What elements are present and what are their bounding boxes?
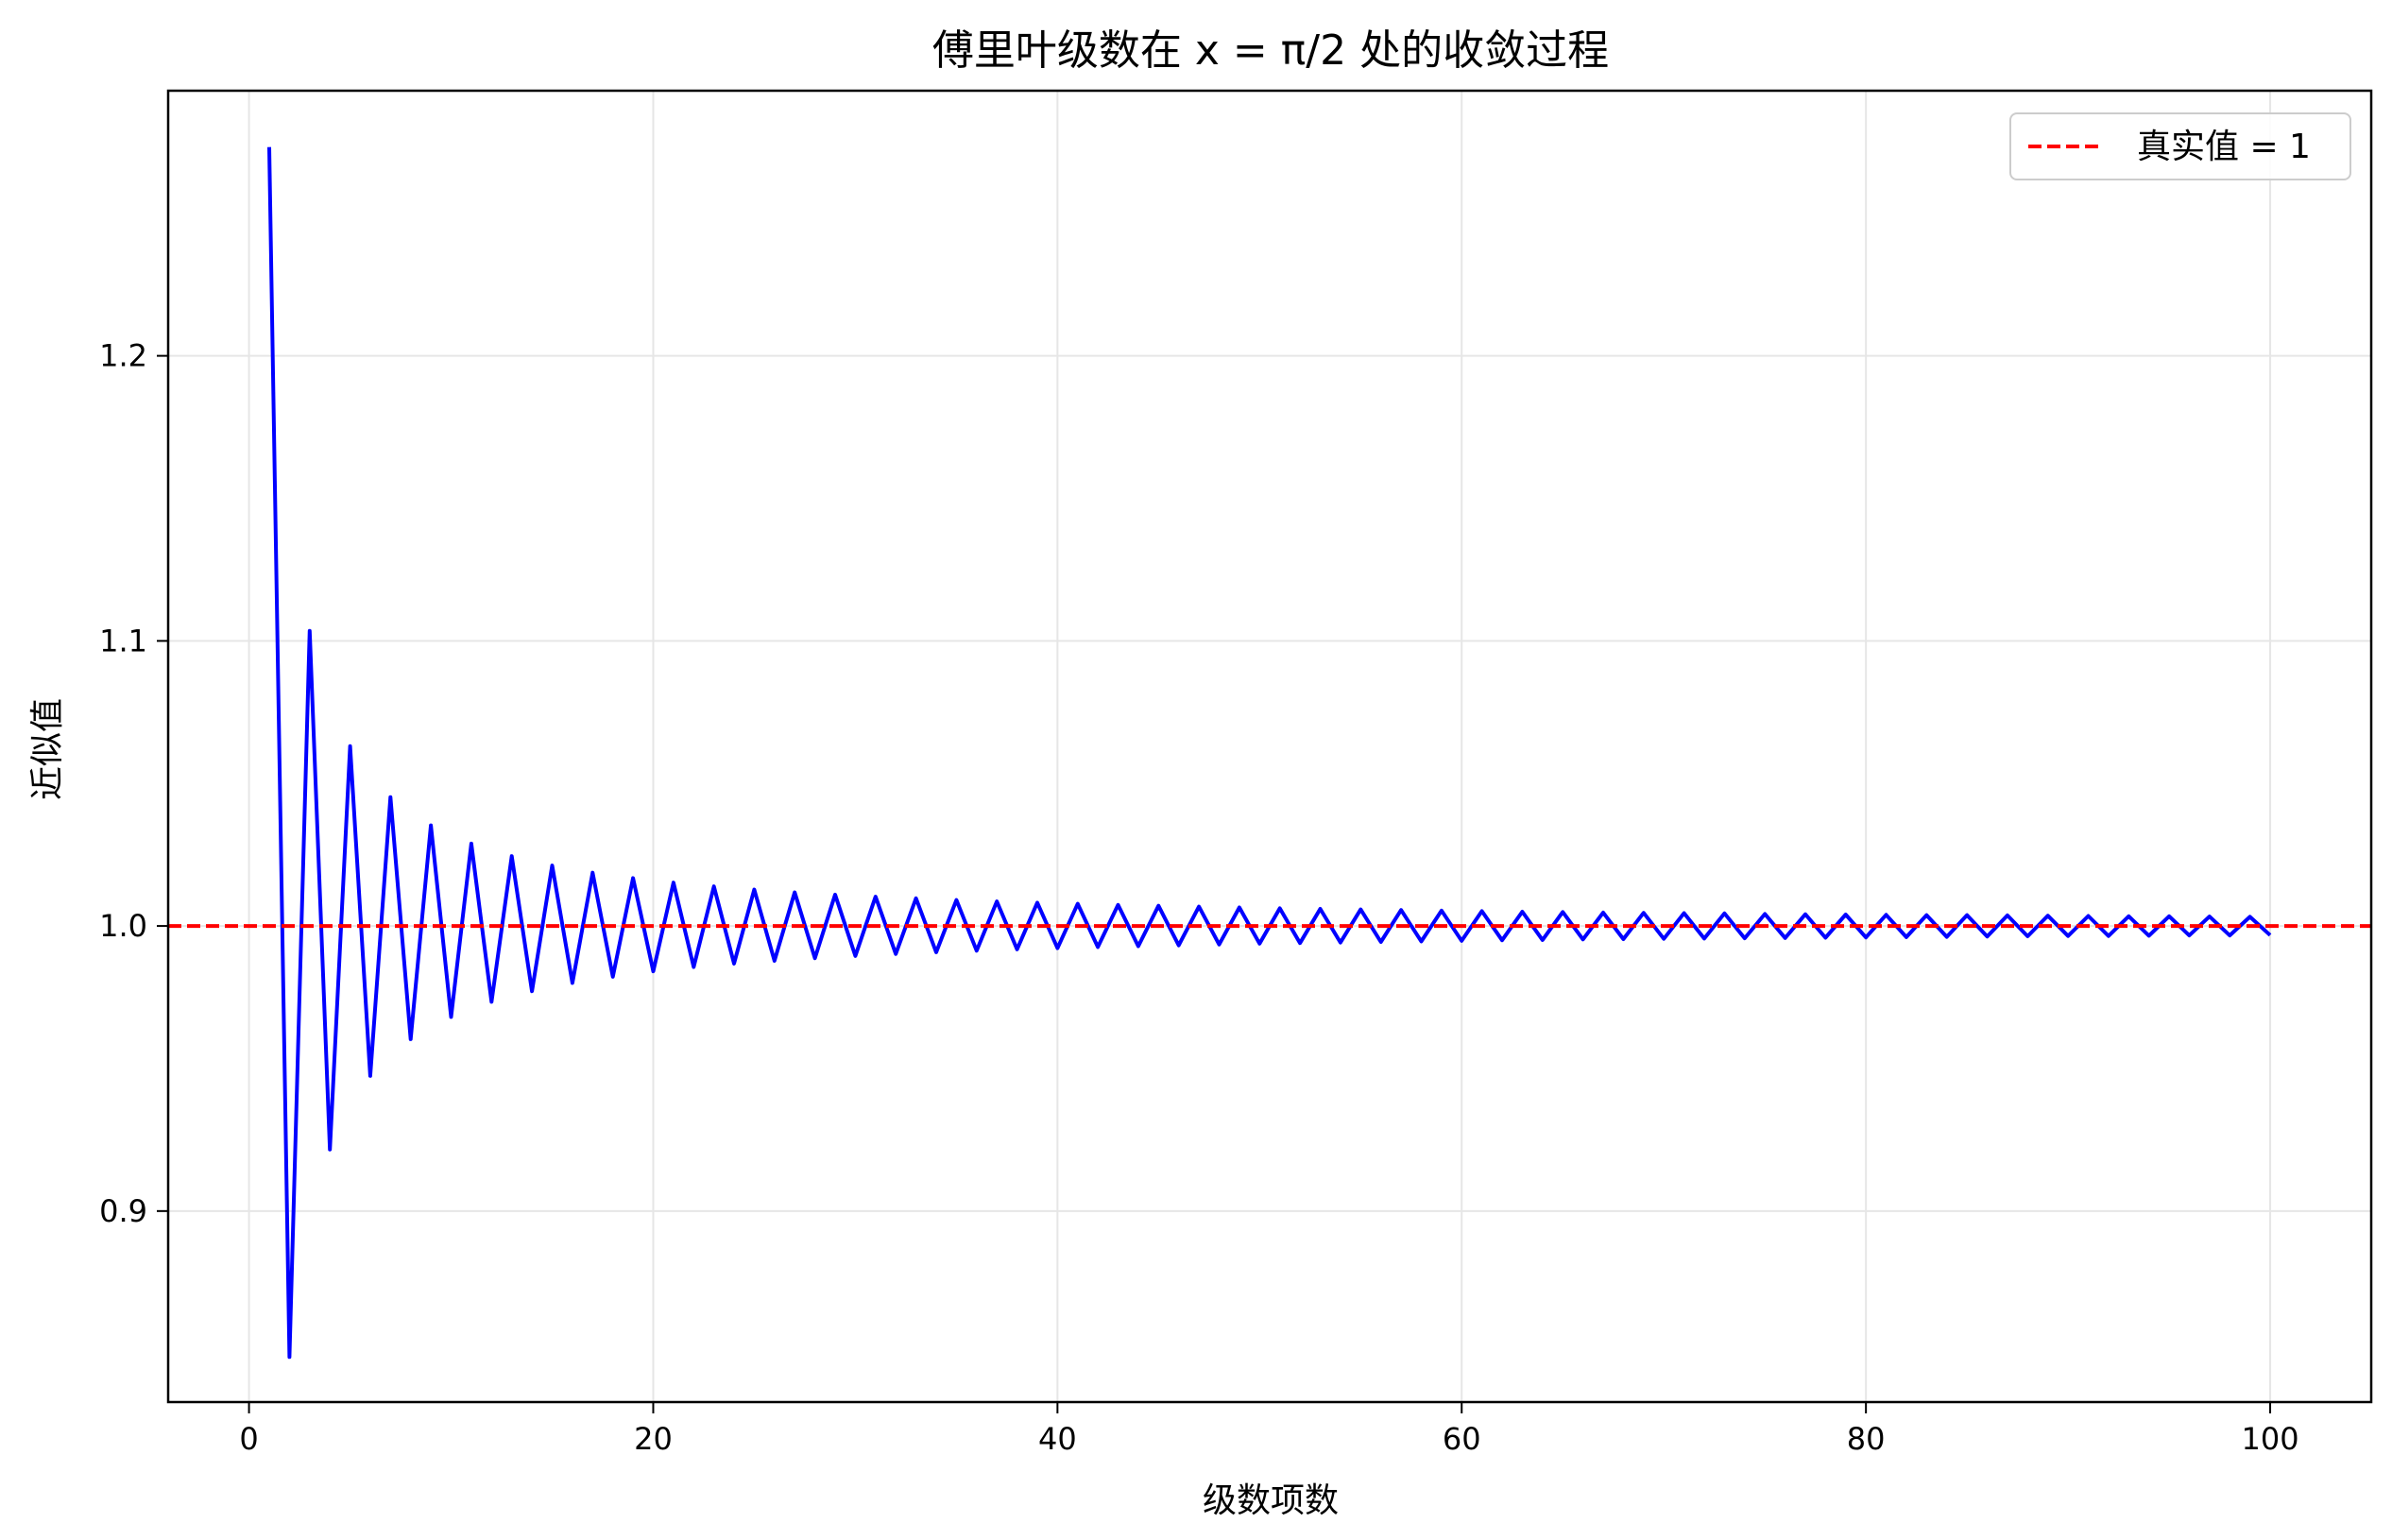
axis-ticks: 0 20 40 60 80 100 0.9 1.0 1.1 1.2: [99, 338, 2298, 1457]
plot-frame: [166, 89, 2373, 1404]
x-tick-label-0: 0: [239, 1421, 258, 1457]
y-tick-label-1.2: 1.2: [99, 338, 147, 374]
legend-label: 真实值 = 1: [2137, 128, 2311, 166]
y-tick-label-1.1: 1.1: [99, 623, 147, 659]
y-tick-label-0.9: 0.9: [99, 1193, 147, 1229]
legend: 真实值 = 1: [2009, 112, 2351, 180]
plot-series: [168, 146, 2371, 1360]
x-tick-label-40: 40: [1038, 1421, 1077, 1457]
y-axis-label: 近似值: [28, 698, 67, 800]
chart-title: 傅里叶级数在 x = π/2 处的收敛过程: [932, 26, 1609, 75]
x-axis-label: 级数项数: [1203, 1481, 1339, 1520]
x-tick-label-80: 80: [1847, 1421, 1886, 1457]
grid: [168, 91, 2371, 1402]
y-tick-label-1.0: 1.0: [99, 908, 147, 944]
x-tick-label-60: 60: [1443, 1421, 1481, 1457]
x-tick-label-20: 20: [634, 1421, 673, 1457]
legend-frame: [2009, 112, 2351, 180]
x-tick-label-100: 100: [2241, 1421, 2298, 1457]
